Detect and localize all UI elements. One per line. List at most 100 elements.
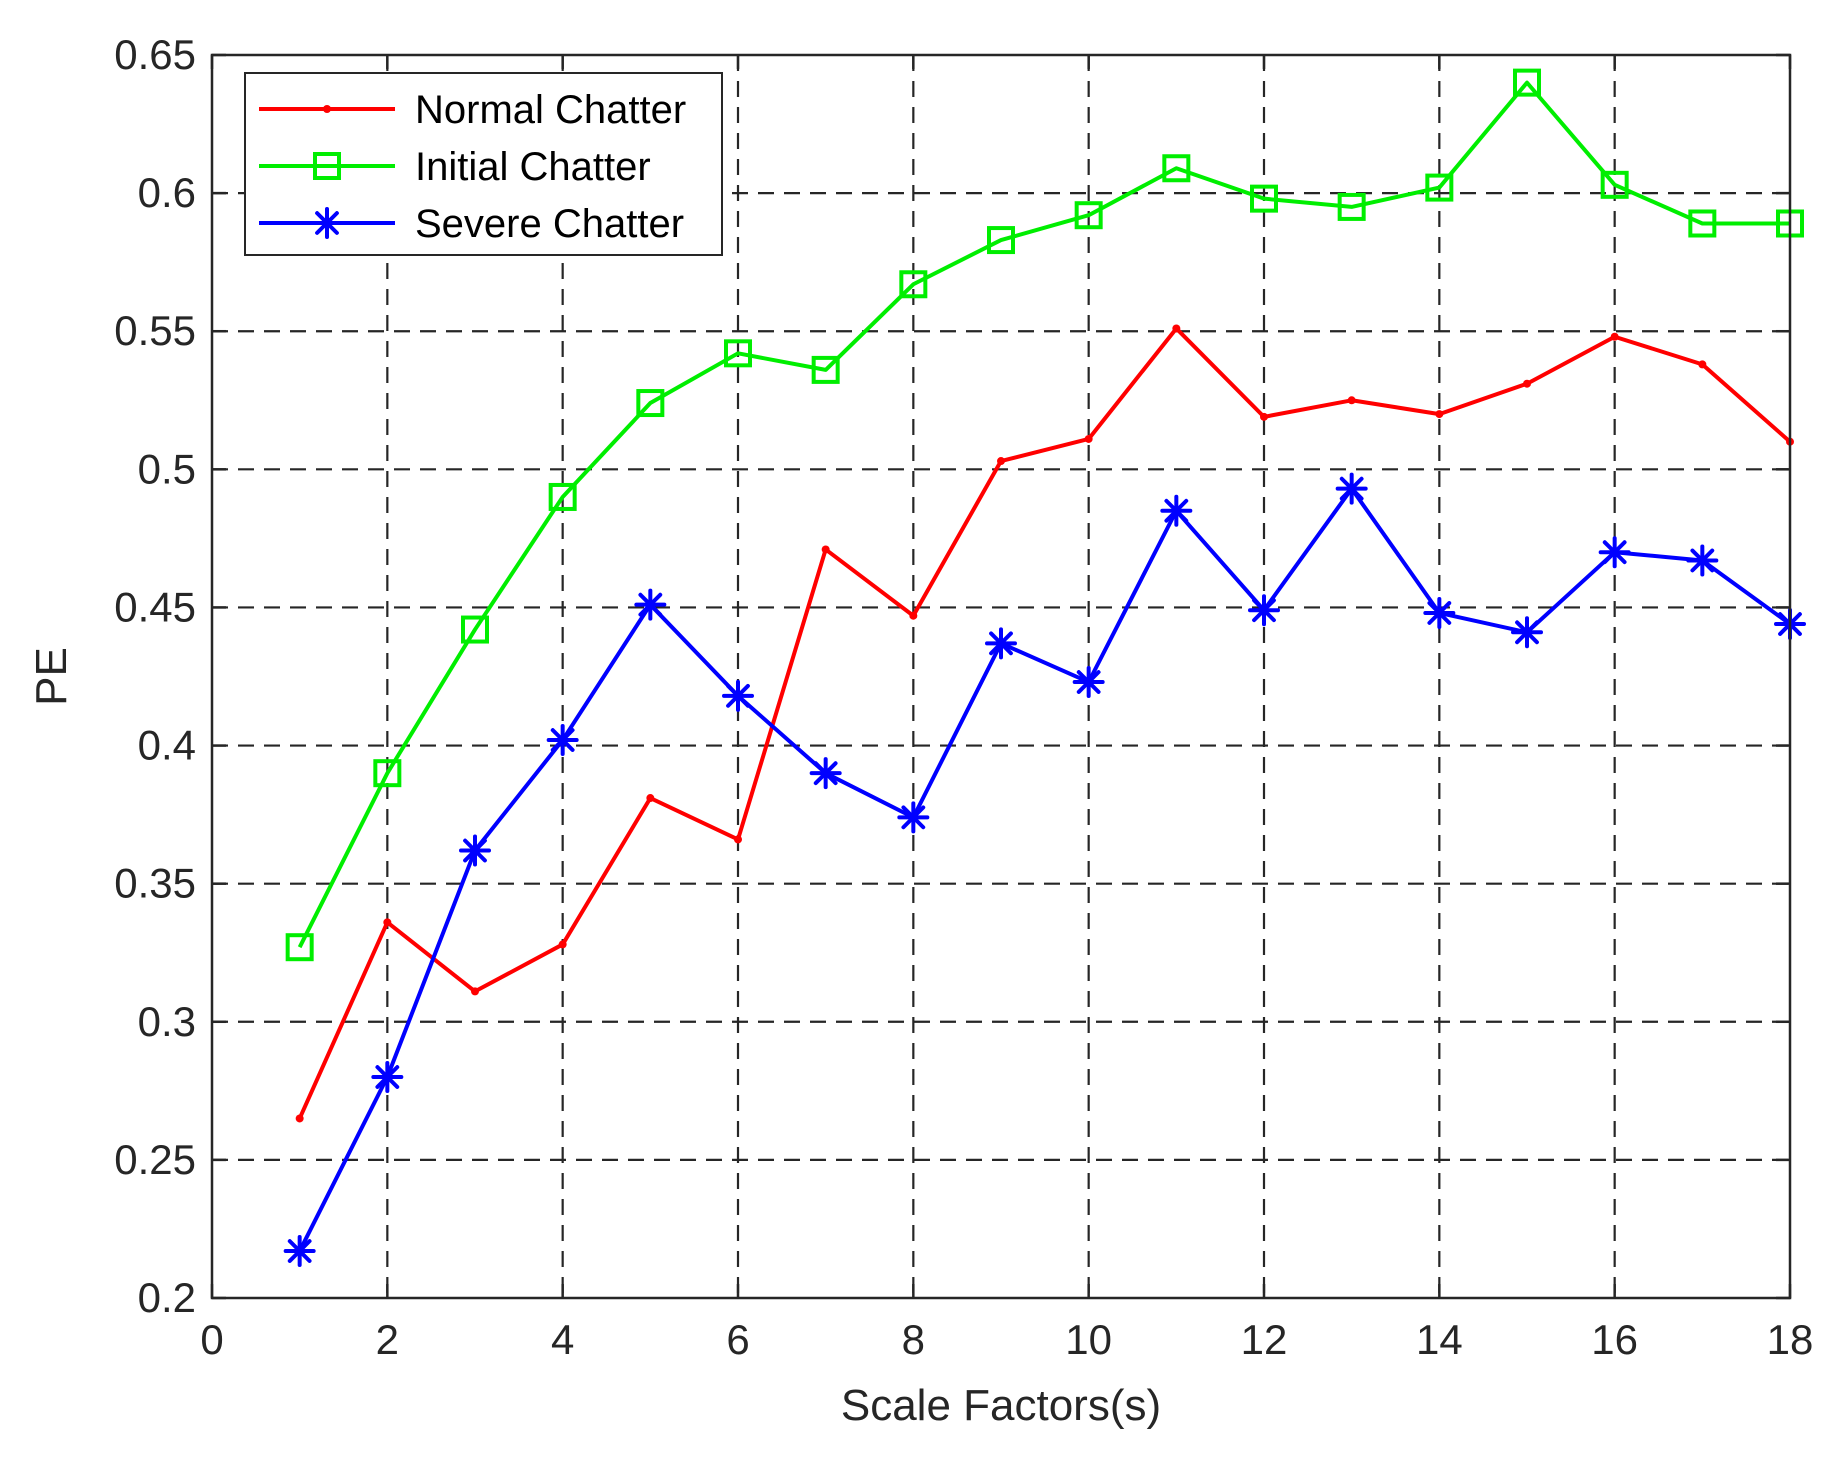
series-normal-chatter bbox=[295, 324, 1794, 1123]
legend-entry: Normal Chatter bbox=[259, 88, 686, 132]
data-point bbox=[1160, 494, 1193, 527]
data-point bbox=[1598, 536, 1631, 569]
data-point bbox=[1513, 68, 1541, 97]
data-point bbox=[1337, 192, 1366, 221]
x-tick-label: 6 bbox=[726, 1316, 749, 1363]
data-point bbox=[636, 389, 665, 418]
x-tick-label: 18 bbox=[1767, 1316, 1814, 1363]
data-point bbox=[1072, 666, 1105, 699]
legend-entry: Severe Chatter bbox=[259, 202, 684, 246]
y-tick-label: 0.6 bbox=[138, 169, 196, 216]
tick-labels: 0 2 4 6 8 10 12 14 16 18 0.2 0.25 0.3 0.35 0.4 0.45 0.5 0… bbox=[114, 31, 1813, 1363]
y-tick-label: 0.65 bbox=[114, 31, 196, 78]
x-tick-label: 4 bbox=[551, 1316, 574, 1363]
data-point bbox=[1523, 379, 1531, 388]
x-axis-label: Scale Factors(s) bbox=[841, 1381, 1161, 1430]
data-point bbox=[546, 724, 579, 757]
star-stroke bbox=[463, 838, 487, 863]
data-point bbox=[1435, 410, 1444, 419]
data-point bbox=[459, 834, 491, 867]
series-line bbox=[297, 326, 1792, 1120]
data-point bbox=[1347, 396, 1356, 405]
x-tick-label: 2 bbox=[376, 1316, 399, 1363]
star-stroke bbox=[1339, 476, 1364, 501]
data-point bbox=[724, 339, 752, 368]
legend-swatch-marker bbox=[323, 105, 331, 113]
series-group bbox=[283, 68, 1806, 1268]
data-point bbox=[471, 987, 479, 996]
data-point bbox=[634, 588, 667, 621]
legend-swatch-marker bbox=[311, 207, 343, 239]
data-point bbox=[295, 1114, 304, 1123]
y-tick-label: 0.25 bbox=[114, 1136, 196, 1183]
legend-label: Normal Chatter bbox=[415, 88, 686, 132]
star-stroke bbox=[1602, 540, 1627, 565]
data-point bbox=[1423, 596, 1456, 629]
y-tick-label: 0.4 bbox=[138, 722, 196, 769]
legend-entry: Initial Chatter bbox=[259, 145, 651, 189]
star-stroke bbox=[550, 728, 575, 752]
star-stroke bbox=[1690, 548, 1715, 573]
data-point bbox=[548, 482, 577, 511]
data-point bbox=[1698, 360, 1707, 369]
data-point bbox=[558, 940, 567, 949]
data-point bbox=[1686, 544, 1719, 577]
star-stroke bbox=[901, 805, 926, 830]
axes bbox=[210, 53, 1792, 1300]
y-tick-label: 0.5 bbox=[138, 445, 196, 492]
data-point bbox=[1172, 324, 1181, 333]
data-point bbox=[997, 457, 1005, 466]
data-point bbox=[1688, 209, 1717, 238]
star-stroke bbox=[315, 211, 339, 235]
data-point bbox=[1260, 412, 1268, 421]
star-stroke bbox=[375, 1065, 400, 1089]
data-point bbox=[899, 270, 928, 299]
series-line bbox=[297, 80, 1790, 949]
star-stroke bbox=[287, 1239, 312, 1263]
x-tick-label: 10 bbox=[1065, 1316, 1112, 1363]
star-stroke bbox=[726, 683, 750, 708]
x-tick-label: 0 bbox=[200, 1316, 223, 1363]
star-stroke bbox=[989, 631, 1013, 656]
data-point bbox=[1335, 472, 1368, 505]
axes-box bbox=[210, 53, 1792, 1300]
legend: Normal Chatter Initial Chatter Severe Chat… bbox=[244, 72, 723, 256]
data-point bbox=[283, 1235, 316, 1268]
data-point bbox=[371, 1061, 404, 1094]
data-point bbox=[734, 835, 742, 844]
data-point bbox=[909, 611, 918, 620]
legend-label: Initial Chatter bbox=[415, 145, 651, 189]
data-point bbox=[985, 627, 1017, 660]
star-stroke bbox=[1427, 601, 1452, 625]
series-initial-chatter bbox=[285, 68, 1804, 962]
y-axis-label: PE bbox=[27, 647, 76, 706]
x-tick-label: 8 bbox=[902, 1316, 925, 1363]
data-point bbox=[285, 933, 314, 962]
y-tick-label: 0.2 bbox=[138, 1274, 196, 1321]
data-point bbox=[897, 801, 930, 834]
data-point bbox=[1162, 154, 1191, 183]
x-tick-label: 16 bbox=[1591, 1316, 1638, 1363]
star-stroke bbox=[813, 761, 838, 786]
star-stroke bbox=[1252, 598, 1276, 623]
star-stroke bbox=[1164, 498, 1189, 523]
series-line bbox=[297, 486, 1792, 1252]
star-stroke bbox=[638, 592, 663, 617]
y-tick-label: 0.45 bbox=[114, 583, 196, 630]
data-point bbox=[811, 355, 840, 384]
x-tick-label: 14 bbox=[1416, 1316, 1463, 1363]
data-point bbox=[987, 226, 1015, 255]
data-point bbox=[1610, 332, 1619, 341]
star-stroke bbox=[1076, 670, 1101, 694]
star-stroke bbox=[1515, 620, 1539, 645]
data-point bbox=[1084, 434, 1093, 443]
data-point bbox=[383, 918, 392, 927]
legend-swatch-marker bbox=[313, 152, 341, 180]
data-point bbox=[821, 545, 830, 554]
data-point bbox=[1511, 616, 1543, 649]
data-point bbox=[1250, 184, 1278, 213]
x-tick-label: 12 bbox=[1241, 1316, 1288, 1363]
data-point bbox=[722, 679, 754, 712]
data-point bbox=[373, 759, 402, 788]
data-point bbox=[1248, 594, 1280, 627]
